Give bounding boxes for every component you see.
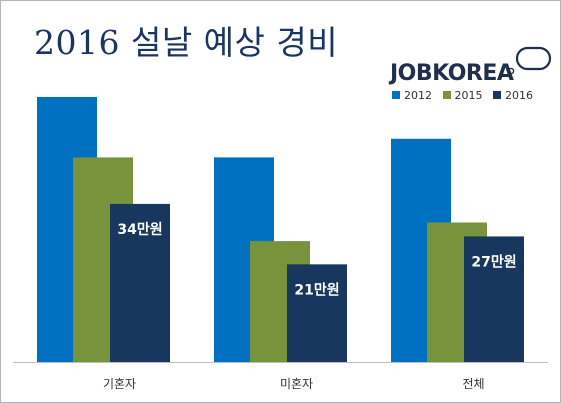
data-label-2016-1: 34만원 [117,222,162,238]
legend-swatch-2012 [392,91,400,99]
legend-label-2012: 2012 [404,89,432,102]
x-tick-label-3: 전체 [462,377,484,391]
legend-item-2015: 2015 [442,89,483,102]
bar-2016-3 [464,236,524,362]
bar-2016-2 [287,264,347,362]
legend-swatch-2015 [442,91,451,99]
brand-name: JOBKOREA [390,61,514,86]
legend-label-2015: 2015 [454,89,483,102]
chart-title: 2016 설날 예상 경비 [34,23,339,62]
jobkorea-oval-logo-icon [507,46,552,74]
legend-swatch-2016 [493,91,501,99]
legend-item-2012: 2012 [392,89,432,102]
legend-item-2016: 2016 [493,89,533,102]
x-tick-label-2: 미혼자 [280,377,313,391]
chart-legend: 2012 2015 2016 [392,89,533,102]
data-label-2016-2: 21만원 [294,282,339,298]
bar-2016-1 [110,203,170,362]
x-tick-label-1: 기혼자 [103,377,136,391]
legend-label-2016: 2016 [505,89,533,102]
data-label-2016-3: 27만원 [471,254,516,270]
